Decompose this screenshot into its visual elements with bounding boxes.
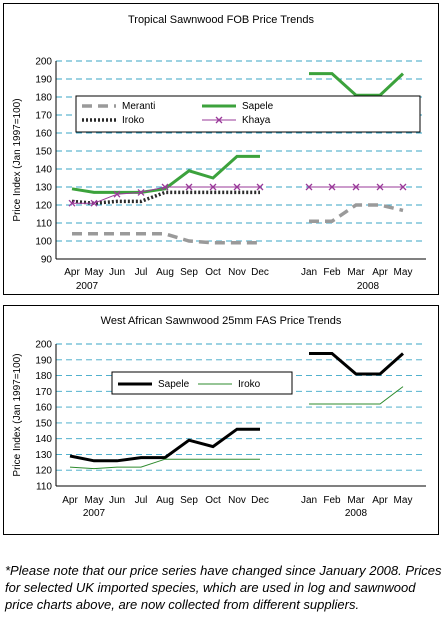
y-tick-label: 190 [35,355,52,366]
series-line-iroko [71,190,260,205]
y-tick-label: 130 [35,450,52,461]
y-tick-label: 140 [35,434,52,445]
x-tick-label: Dec [251,267,269,278]
x-tick-label: May [85,267,104,278]
y-tick-label: 130 [35,183,52,194]
y-tick-label: 120 [35,201,52,212]
y-axis-label: Price Index (Jan 1997=100) [12,353,23,476]
y-tick-label: 150 [35,147,52,158]
chart-panel-tropical-sawnwood: Tropical Sawnwood FOB Price Trends Price … [3,3,439,295]
x-tick-label: Apr [372,267,388,278]
series-line-meranti [309,203,404,223]
y-tick-label: 200 [35,340,52,351]
year-label: 2007 [76,281,99,292]
x-tick-label: Jun [109,495,125,506]
x-tick-label: Aug [156,267,174,278]
chart-title: Tropical Sawnwood FOB Price Trends [128,14,315,26]
legend-box [111,371,293,395]
chart-svg-west-african-sawnwood: West African Sawnwood 25mm FAS Price Tre… [12,315,426,519]
x-tick-label: Sep [180,267,198,278]
data-point-khaya [399,183,407,191]
x-tick-label: Oct [205,267,221,278]
year-label: 2008 [357,281,380,292]
x-tick-label: Feb [323,267,341,278]
y-tick-label: 90 [41,255,53,266]
y-tick-label: 180 [35,93,52,104]
series-line-sapele [309,72,405,97]
data-point-khaya [256,183,264,191]
legend-label-sapele: Sapele [242,101,274,112]
series-line-iroko [69,458,260,470]
x-tick-label: Jul [135,267,148,278]
x-tick-label: Jul [135,495,148,506]
data-point-khaya [376,183,384,191]
y-tick-label: 160 [35,403,52,414]
y-tick-label: 200 [35,57,52,68]
y-tick-label: 110 [36,482,52,493]
legend-label-sapele: Sapele [158,379,190,390]
x-tick-label: Apr [62,495,78,506]
data-point-khaya [209,183,217,191]
data-point-khaya [233,183,241,191]
legend-label-iroko: Iroko [122,115,145,126]
legend-label-khaya: Khaya [242,115,271,126]
x-tick-label: Jan [301,495,317,506]
x-tick-label: Sep [180,495,198,506]
x-tick-label: Mar [347,495,365,506]
x-tick-label: Mar [347,267,365,278]
data-point-khaya [68,199,76,207]
y-tick-label: 190 [35,75,52,86]
y-tick-label: 150 [35,418,52,429]
data-point-khaya [305,183,313,191]
series-line-iroko [309,386,404,405]
data-point-khaya [185,183,193,191]
legend-label-iroko: Iroko [238,379,261,390]
chart-title: West African Sawnwood 25mm FAS Price Tre… [101,315,342,327]
series-line-sapele [71,154,260,194]
y-tick-label: 160 [35,129,52,140]
series-line-sapele [69,427,260,463]
x-tick-label: Jan [301,267,317,278]
x-tick-label: Nov [228,495,246,506]
legend-box [75,95,421,133]
legend-marker-khaya [215,116,223,124]
x-tick-label: May [394,267,413,278]
y-tick-label: 110 [36,219,52,230]
series-line-sapele [309,352,404,376]
data-point-khaya [352,183,360,191]
y-tick-label: 180 [35,371,52,382]
chart-svg-tropical-sawnwood: Tropical Sawnwood FOB Price Trends Price … [12,14,426,292]
y-tick-label: 170 [35,111,52,122]
x-tick-label: Dec [251,495,269,506]
x-tick-label: May [85,495,104,506]
x-tick-label: Aug [156,495,174,506]
x-tick-label: Apr [64,267,80,278]
data-point-khaya [161,183,169,191]
x-tick-label: Oct [205,495,221,506]
data-point-khaya [137,188,145,196]
year-label: 2008 [345,508,368,519]
y-tick-label: 120 [35,466,52,477]
chart-panel-west-african-sawnwood: West African Sawnwood 25mm FAS Price Tre… [3,305,439,535]
data-point-khaya [328,183,336,191]
year-label: 2007 [83,508,106,519]
x-tick-label: Apr [372,495,388,506]
data-point-khaya [113,190,121,198]
x-tick-label: Jun [109,267,125,278]
x-tick-label: May [394,495,413,506]
data-point-khaya [90,199,98,207]
y-axis-label: Price Index (Jan 1997=100) [12,98,23,221]
y-tick-label: 140 [35,165,52,176]
y-tick-label: 170 [35,387,52,398]
x-tick-label: Nov [228,267,246,278]
legend-label-meranti: Meranti [122,101,155,112]
price-series-note: *Please note that our price series have … [5,563,442,612]
x-tick-label: Feb [323,495,341,506]
y-tick-label: 100 [35,237,52,248]
